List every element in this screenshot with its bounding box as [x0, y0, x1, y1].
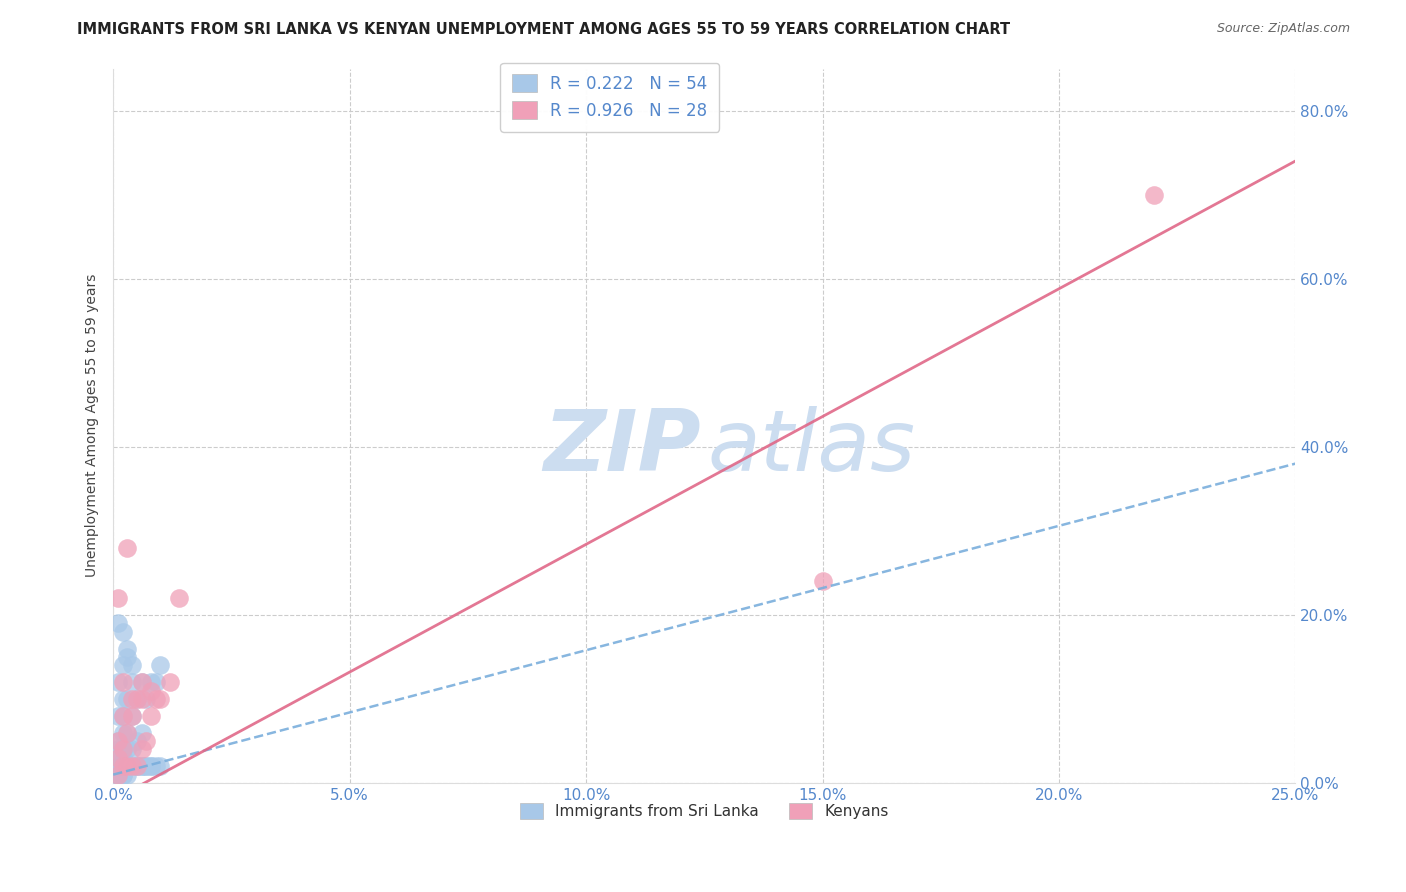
Text: atlas: atlas: [707, 406, 915, 489]
Point: [131, 692, 153, 706]
Point: [131, 742, 153, 756]
Point: [107, 708, 129, 723]
Legend: Immigrants from Sri Lanka, Kenyans: Immigrants from Sri Lanka, Kenyans: [513, 797, 894, 825]
Point: [107, 742, 129, 756]
Point: [117, 767, 139, 781]
Point: [107, 751, 129, 765]
Point: [139, 759, 162, 773]
Point: [121, 708, 143, 723]
Point: [117, 641, 139, 656]
Point: [131, 759, 153, 773]
Point: [121, 759, 143, 773]
Point: [149, 692, 172, 706]
Point: [107, 591, 129, 606]
Point: [111, 624, 134, 639]
Point: [107, 767, 129, 781]
Point: [107, 675, 129, 690]
Point: [1142, 187, 1164, 202]
Point: [117, 725, 139, 739]
Point: [111, 767, 134, 781]
Point: [149, 759, 172, 773]
Point: [135, 759, 157, 773]
Point: [139, 683, 162, 698]
Point: [121, 658, 143, 673]
Point: [111, 751, 134, 765]
Text: Source: ZipAtlas.com: Source: ZipAtlas.com: [1216, 22, 1350, 36]
Point: [139, 759, 162, 773]
Point: [111, 759, 134, 773]
Point: [117, 759, 139, 773]
Y-axis label: Unemployment Among Ages 55 to 59 years: Unemployment Among Ages 55 to 59 years: [86, 274, 100, 577]
Point: [117, 742, 139, 756]
Point: [135, 734, 157, 748]
Point: [121, 759, 143, 773]
Point: [149, 658, 172, 673]
Point: [125, 692, 148, 706]
Point: [121, 675, 143, 690]
Point: [125, 692, 148, 706]
Point: [145, 759, 167, 773]
Point: [107, 767, 129, 781]
Point: [107, 759, 129, 773]
Point: [117, 759, 139, 773]
Point: [117, 692, 139, 706]
Point: [107, 734, 129, 748]
Point: [131, 675, 153, 690]
Point: [131, 675, 153, 690]
Point: [107, 759, 129, 773]
Point: [107, 616, 129, 631]
Point: [811, 574, 834, 589]
Point: [159, 675, 181, 690]
Point: [125, 734, 148, 748]
Point: [125, 759, 148, 773]
Point: [111, 692, 134, 706]
Point: [111, 767, 134, 781]
Text: ZIP: ZIP: [543, 406, 700, 489]
Text: IMMIGRANTS FROM SRI LANKA VS KENYAN UNEMPLOYMENT AMONG AGES 55 TO 59 YEARS CORRE: IMMIGRANTS FROM SRI LANKA VS KENYAN UNEM…: [77, 22, 1011, 37]
Point: [111, 742, 134, 756]
Point: [125, 759, 148, 773]
Point: [117, 759, 139, 773]
Point: [111, 708, 134, 723]
Point: [111, 742, 134, 756]
Point: [131, 725, 153, 739]
Point: [121, 742, 143, 756]
Point: [139, 708, 162, 723]
Point: [169, 591, 191, 606]
Point: [145, 692, 167, 706]
Point: [139, 675, 162, 690]
Point: [111, 658, 134, 673]
Point: [107, 751, 129, 765]
Point: [135, 692, 157, 706]
Point: [111, 675, 134, 690]
Point: [117, 649, 139, 664]
Point: [111, 725, 134, 739]
Point: [107, 767, 129, 781]
Point: [111, 759, 134, 773]
Point: [111, 742, 134, 756]
Point: [121, 708, 143, 723]
Point: [107, 767, 129, 781]
Point: [117, 541, 139, 555]
Point: [131, 759, 153, 773]
Point: [117, 725, 139, 739]
Point: [107, 734, 129, 748]
Point: [111, 708, 134, 723]
Point: [145, 675, 167, 690]
Point: [135, 759, 157, 773]
Point: [125, 759, 148, 773]
Point: [111, 759, 134, 773]
Point: [121, 692, 143, 706]
